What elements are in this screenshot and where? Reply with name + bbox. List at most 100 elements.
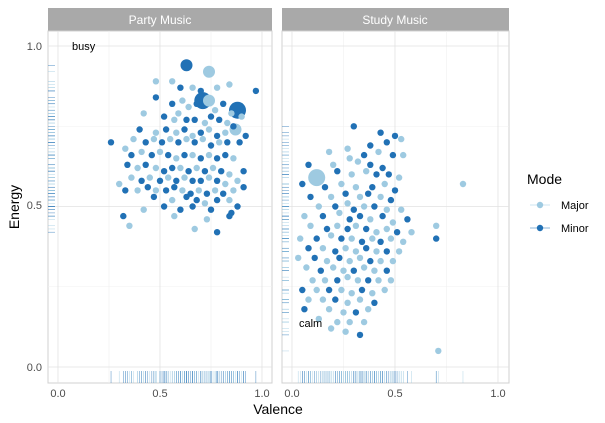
data-point-major xyxy=(183,135,190,143)
data-point-major xyxy=(134,164,141,172)
data-point-minor xyxy=(138,177,145,184)
data-point-major xyxy=(156,148,164,156)
data-point-major xyxy=(398,206,405,213)
data-point-minor xyxy=(350,123,357,130)
data-point-minor xyxy=(160,203,168,210)
data-point-major xyxy=(179,97,186,104)
data-point-major xyxy=(356,296,364,303)
legend-label-major: Major xyxy=(561,200,589,212)
rug-y-study xyxy=(282,126,289,352)
data-point-minor xyxy=(213,229,221,236)
data-point-major xyxy=(319,245,327,252)
data-point-major xyxy=(301,212,308,220)
data-point-major xyxy=(383,206,390,213)
data-point-major xyxy=(344,273,351,281)
data-point-major xyxy=(211,107,219,114)
data-point-minor xyxy=(222,151,229,159)
data-point-major xyxy=(189,151,196,159)
data-point-major xyxy=(134,187,141,194)
data-point-major xyxy=(330,264,337,271)
data-point-major xyxy=(352,248,360,255)
data-point-major xyxy=(224,119,231,127)
data-point-minor xyxy=(181,151,188,159)
data-point-minor xyxy=(193,100,200,108)
data-point-major xyxy=(226,196,233,204)
data-point-minor xyxy=(169,164,176,172)
data-point-minor xyxy=(162,187,170,194)
data-point-major xyxy=(369,235,376,242)
data-point-minor xyxy=(213,177,221,184)
data-point-major xyxy=(348,235,355,242)
data-point-major xyxy=(193,164,200,172)
data-point-minor xyxy=(360,151,368,159)
data-point-major xyxy=(116,180,123,188)
data-point-major xyxy=(169,196,176,204)
data-point-minor xyxy=(240,168,247,175)
data-point-major xyxy=(195,187,202,194)
data-point-major xyxy=(336,209,343,217)
data-point-minor xyxy=(142,161,149,168)
data-point-major xyxy=(375,148,382,156)
data-point-minor xyxy=(393,229,401,236)
data-point-minor xyxy=(142,139,149,146)
data-point-minor xyxy=(305,245,312,252)
data-point-major xyxy=(175,110,182,117)
data-point-minor xyxy=(234,203,241,210)
data-point-major xyxy=(297,235,304,242)
data-point-major xyxy=(234,177,241,184)
data-point-major xyxy=(327,193,335,201)
data-point-major xyxy=(373,229,380,236)
data-point-minor xyxy=(313,235,320,242)
data-point-minor xyxy=(189,203,196,210)
x-tick-label-party-0: 0.0 xyxy=(50,388,65,400)
data-point-minor xyxy=(336,254,343,262)
data-point-major xyxy=(309,277,316,284)
data-point-minor xyxy=(377,129,384,136)
data-point-minor xyxy=(373,171,380,178)
annotation-calm: calm xyxy=(299,318,322,330)
data-point-major xyxy=(205,151,213,159)
data-point-minor xyxy=(383,248,390,255)
data-point-major xyxy=(348,171,355,178)
data-point-minor xyxy=(203,190,211,197)
data-point-major xyxy=(209,164,217,172)
y-tick-label-2: 1.0 xyxy=(27,41,42,53)
data-point-minor xyxy=(334,168,341,175)
data-point-major xyxy=(363,168,370,175)
legend-label-minor: Minor xyxy=(561,223,589,235)
data-point-major xyxy=(383,225,390,233)
data-point-major xyxy=(211,187,219,194)
data-point-major xyxy=(342,245,349,252)
data-point-minor xyxy=(158,139,166,146)
data-point-minor xyxy=(128,151,135,159)
data-point-minor xyxy=(307,193,314,201)
x-tick-label-party-2: 1.0 xyxy=(254,388,269,400)
data-point-major xyxy=(435,347,442,355)
data-point-major xyxy=(189,84,196,91)
y-axis: 0.0 0.5 1.0 xyxy=(27,41,42,374)
data-point-minor xyxy=(332,203,339,210)
data-point-major xyxy=(152,129,160,136)
data-point-minor xyxy=(175,139,182,146)
data-point-minor xyxy=(207,206,215,213)
data-point-major xyxy=(354,158,362,165)
data-point-minor xyxy=(236,139,243,146)
data-point-minor xyxy=(383,139,390,146)
data-point-minor xyxy=(189,177,196,184)
rug-x-study xyxy=(297,371,464,383)
data-point-major xyxy=(152,78,160,85)
data-point-minor xyxy=(197,155,204,162)
data-point-major xyxy=(327,232,335,239)
data-point-minor xyxy=(177,206,184,213)
x-tick-label-study-2: 1.0 xyxy=(490,388,505,400)
x-axis-title: Valence xyxy=(253,401,303,417)
data-point-major xyxy=(140,206,147,213)
data-point-major xyxy=(173,155,180,162)
data-point-minor xyxy=(183,193,190,201)
legend-key-major xyxy=(536,201,544,209)
data-point-major xyxy=(203,94,215,107)
data-point-minor xyxy=(197,129,204,136)
data-point-major xyxy=(387,235,395,242)
data-point-major xyxy=(367,216,374,223)
